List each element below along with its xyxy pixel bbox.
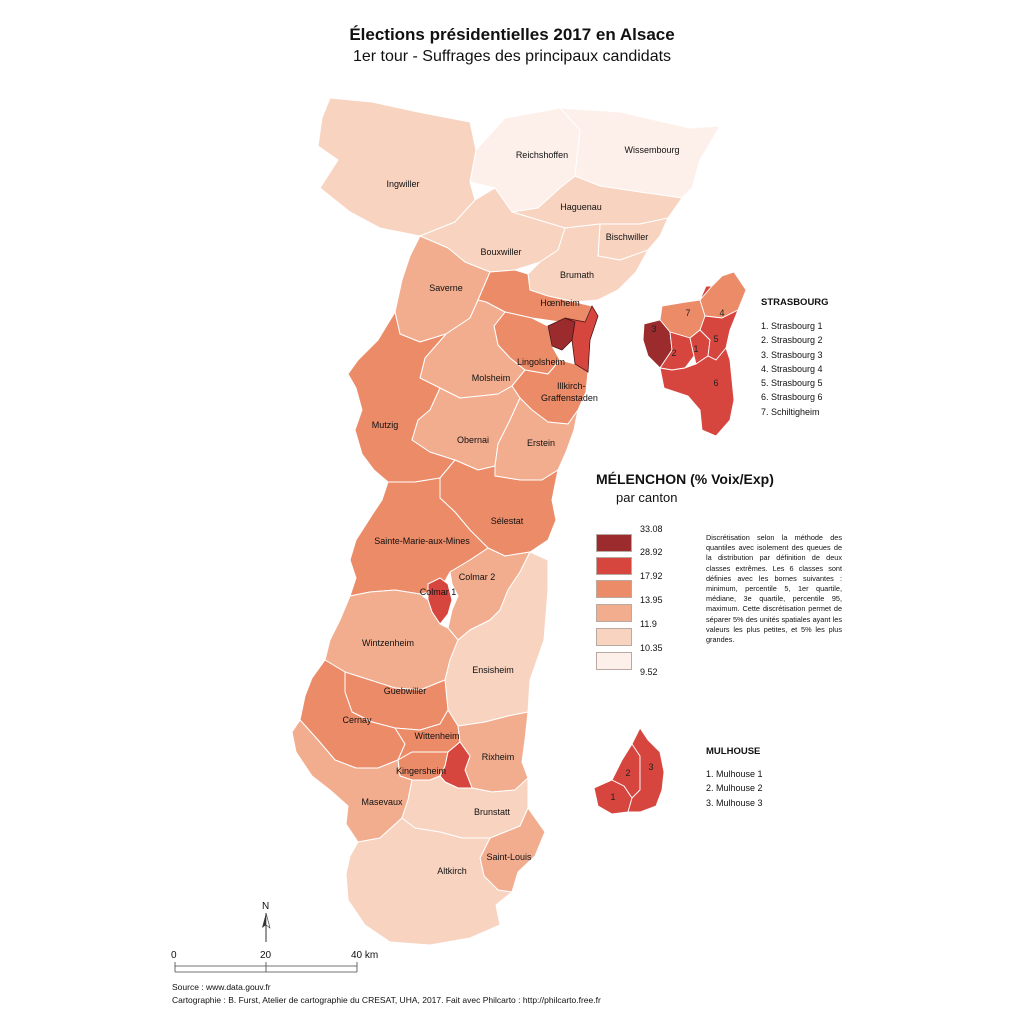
mulhouse-list: 1. Mulhouse 1 2. Mulhouse 2 3. Mulhouse … — [706, 767, 763, 810]
strasbourg-num-2: 2 — [671, 348, 676, 358]
label-guebwiller: Guebwiller — [384, 686, 427, 696]
mulhouse-inset — [593, 727, 665, 815]
credits-text: Cartographie : B. Furst, Atelier de cart… — [172, 995, 601, 1005]
label-illkirch-line2: Graffenstaden — [541, 393, 598, 403]
map-title: Élections présidentielles 2017 en Alsace — [349, 25, 675, 44]
strasbourg-num-4: 4 — [719, 308, 724, 318]
label-selestat: Sélestat — [491, 516, 524, 526]
scale-tick-20: 20 — [260, 950, 272, 961]
canton-ingwiller[interactable] — [317, 97, 477, 237]
mulhouse-num-3: 3 — [648, 762, 653, 772]
canton-labels: Reichshoffen Wissembourg Ingwiller Hague… — [342, 145, 679, 876]
label-haguenau: Haguenau — [560, 202, 602, 212]
strasbourg-list-item: 4. Strasbourg 4 — [761, 363, 823, 374]
strasbourg-num-7: 7 — [685, 308, 690, 318]
strasbourg-list: 1. Strasbourg 1 2. Strasbourg 2 3. Stras… — [761, 319, 823, 419]
mulhouse-list-item: 3. Mulhouse 3 — [706, 797, 763, 808]
label-erstein: Erstein — [527, 438, 555, 448]
label-colmar-2: Colmar 2 — [459, 572, 496, 582]
label-molsheim: Molsheim — [472, 373, 511, 383]
label-wittenheim: Wittenheim — [414, 731, 459, 741]
label-kingersheim: Kingersheim — [396, 766, 446, 776]
label-rixheim: Rixheim — [482, 752, 515, 762]
strasbourg-inset-hoenheim-strip[interactable] — [699, 285, 713, 301]
legend-subtitle: par canton — [616, 490, 678, 505]
mulhouse-num-1: 1 — [610, 792, 615, 802]
label-illkirch: Illkirch- Graffenstaden — [541, 381, 598, 403]
canton-wissembourg[interactable] — [559, 107, 721, 199]
scale-bar — [174, 962, 358, 973]
label-wintzenheim: Wintzenheim — [362, 638, 414, 648]
legend-break: 28.92 — [640, 547, 663, 557]
mulhouse-inset-3[interactable] — [627, 727, 665, 813]
strasbourg-inset-title: STRASBOURG — [761, 297, 829, 308]
label-illkirch-line1: Illkirch- — [557, 381, 586, 391]
label-lingolsheim: Lingolsheim — [517, 357, 565, 367]
label-hoenheim: Hœnheim — [540, 298, 580, 308]
strasbourg-inset-5[interactable] — [699, 309, 739, 361]
legend-note: Discrétisation selon la méthode des quan… — [706, 533, 842, 645]
legend-swatch-6 — [596, 652, 632, 670]
strasbourg-inset-6[interactable] — [659, 347, 735, 437]
legend-title: MÉLENCHON (% Voix/Exp) — [596, 471, 774, 487]
label-mutzig: Mutzig — [372, 420, 399, 430]
strasbourg-inset — [642, 271, 747, 437]
strasbourg-inset-numbers: 7 4 3 2 1 5 6 — [651, 308, 724, 388]
label-bischwiller: Bischwiller — [606, 232, 649, 242]
map-subtitle: 1er tour - Suffrages des principaux cand… — [352, 48, 672, 65]
legend-swatch-1 — [596, 534, 632, 552]
label-bouxwiller: Bouxwiller — [480, 247, 521, 257]
mulhouse-inset-title: MULHOUSE — [706, 746, 761, 757]
strasbourg-num-1: 1 — [693, 344, 698, 354]
legend-break: 33.08 — [640, 524, 663, 534]
mulhouse-list-item: 1. Mulhouse 1 — [706, 769, 763, 779]
strasbourg-list-item: 5. Strasbourg 5 — [761, 378, 823, 389]
label-brumath: Brumath — [560, 270, 594, 280]
legend-swatch-4 — [596, 604, 632, 622]
mulhouse-list-item: 2. Mulhouse 2 — [706, 783, 763, 794]
strasbourg-list-item: 6. Strasbourg 6 — [761, 392, 823, 403]
scale-tick-40: 40 km — [351, 950, 379, 961]
scale-tick-0: 0 — [171, 950, 177, 961]
mulhouse-inset-numbers: 1 2 3 — [610, 762, 653, 802]
label-cernay: Cernay — [342, 715, 372, 725]
north-arrow-icon — [262, 912, 271, 942]
strasbourg-main-centre[interactable] — [564, 305, 599, 373]
strasbourg-num-6: 6 — [713, 378, 718, 388]
legend-swatch-2 — [596, 557, 632, 575]
label-obernai: Obernai — [457, 435, 489, 445]
legend-break: 11.9 — [640, 619, 657, 629]
label-saverne: Saverne — [429, 283, 463, 293]
north-label: N — [262, 901, 270, 912]
label-masevaux: Masevaux — [361, 797, 403, 807]
strasbourg-list-item: 1. Strasbourg 1 — [761, 321, 823, 331]
label-brunstatt: Brunstatt — [474, 807, 511, 817]
legend-swatch-5 — [596, 628, 632, 646]
strasbourg-list-item: 7. Schiltigheim — [761, 406, 820, 417]
legend-break: 10.35 — [640, 643, 663, 653]
strasbourg-list-item: 3. Strasbourg 3 — [761, 349, 823, 360]
legend-break: 9.52 — [640, 667, 658, 677]
label-reichshoffen: Reichshoffen — [516, 150, 568, 160]
strasbourg-num-5: 5 — [713, 334, 718, 344]
label-colmar-1: Colmar 1 — [420, 587, 457, 597]
source-text: Source : www.data.gouv.fr — [172, 982, 271, 992]
label-altkirch: Altkirch — [437, 866, 467, 876]
strasbourg-main-west[interactable] — [547, 317, 576, 351]
label-saint-louis: Saint-Louis — [486, 852, 532, 862]
legend-break: 13.95 — [640, 595, 663, 605]
strasbourg-list-item: 2. Strasbourg 2 — [761, 335, 823, 346]
label-ensisheim: Ensisheim — [472, 665, 514, 675]
canton-altkirch[interactable] — [345, 817, 513, 946]
mulhouse-num-2: 2 — [625, 768, 630, 778]
label-ingwiller: Ingwiller — [386, 179, 419, 189]
label-sainte-marie: Sainte-Marie-aux-Mines — [374, 536, 470, 546]
label-wissembourg: Wissembourg — [624, 145, 679, 155]
strasbourg-cluster-main — [547, 305, 599, 373]
legend-break: 17.92 — [640, 571, 663, 581]
strasbourg-num-3: 3 — [651, 324, 656, 334]
legend-swatch-3 — [596, 580, 632, 598]
